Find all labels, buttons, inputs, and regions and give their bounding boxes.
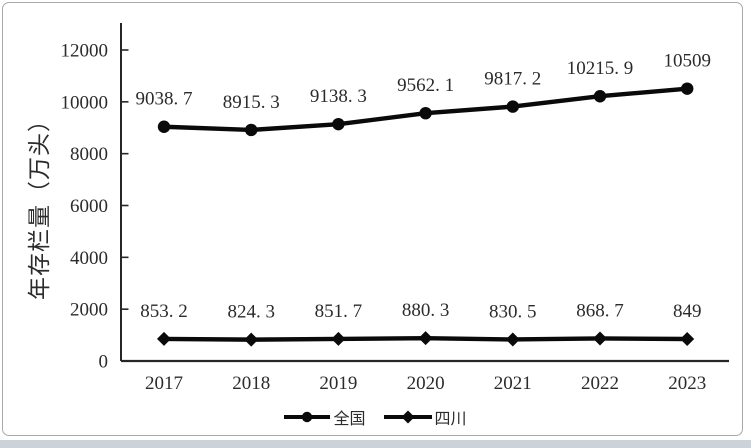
data-label: 8915. 3 <box>223 92 280 113</box>
legend-line-diamond-icon <box>383 410 432 424</box>
data-point-marker-circle <box>506 100 519 113</box>
data-point-marker-diamond <box>331 331 346 346</box>
data-label: 9817. 2 <box>484 69 541 90</box>
y-tick-label: 4000 <box>70 248 108 269</box>
x-tick-label: 2023 <box>668 373 706 394</box>
page-background-strip <box>0 440 751 448</box>
data-point-marker-circle <box>419 106 432 120</box>
data-label: 824. 3 <box>227 302 275 323</box>
data-point-marker-circle <box>245 123 258 137</box>
x-tick-label: 2021 <box>494 373 532 394</box>
y-tick-label: 8000 <box>70 144 108 165</box>
x-tick-label: 2020 <box>407 373 445 394</box>
data-label: 880. 3 <box>402 300 450 321</box>
data-label: 853. 2 <box>140 301 188 322</box>
data-point-marker-circle <box>332 117 345 131</box>
y-tick-label: 0 <box>99 352 109 373</box>
data-label: 851. 7 <box>315 301 363 322</box>
data-point-marker-circle <box>681 82 694 95</box>
data-point-marker-circle <box>157 120 171 133</box>
data-label: 830. 5 <box>489 301 537 322</box>
legend-label-national: 全国 <box>333 411 366 428</box>
data-label: 868. 7 <box>576 300 624 321</box>
x-tick-label: 2022 <box>581 373 619 394</box>
data-point-marker-diamond <box>593 331 607 346</box>
y-tick-label: 12000 <box>61 41 109 62</box>
data-point-marker-diamond <box>157 331 171 346</box>
legend-line-circle-icon <box>284 411 331 423</box>
chart-card <box>2 2 743 436</box>
legend: 全国 四川 <box>0 404 751 430</box>
legend-label-sichuan: 四川 <box>434 411 467 428</box>
data-label: 9138. 3 <box>310 86 367 107</box>
data-point-marker-diamond <box>244 332 259 347</box>
data-point-marker-diamond <box>505 332 520 347</box>
y-tick-label: 10000 <box>61 92 109 113</box>
legend-item-sichuan: 四川 <box>383 405 467 429</box>
data-label: 10509 <box>663 51 711 72</box>
data-point-marker-diamond <box>680 331 695 346</box>
y-tick-label: 6000 <box>70 196 108 217</box>
y-tick-label: 2000 <box>70 300 108 321</box>
x-tick-label: 2019 <box>319 373 357 394</box>
data-point-marker-circle <box>593 90 607 103</box>
data-label: 9562. 1 <box>397 75 454 96</box>
legend-item-national: 全国 <box>284 405 366 429</box>
data-label: 849 <box>673 301 702 322</box>
x-tick-label: 2017 <box>145 373 183 394</box>
data-point-marker-diamond <box>418 331 433 346</box>
data-label: 10215. 9 <box>567 58 634 79</box>
x-tick-label: 2018 <box>232 373 270 394</box>
data-label: 9038. 7 <box>136 89 193 110</box>
